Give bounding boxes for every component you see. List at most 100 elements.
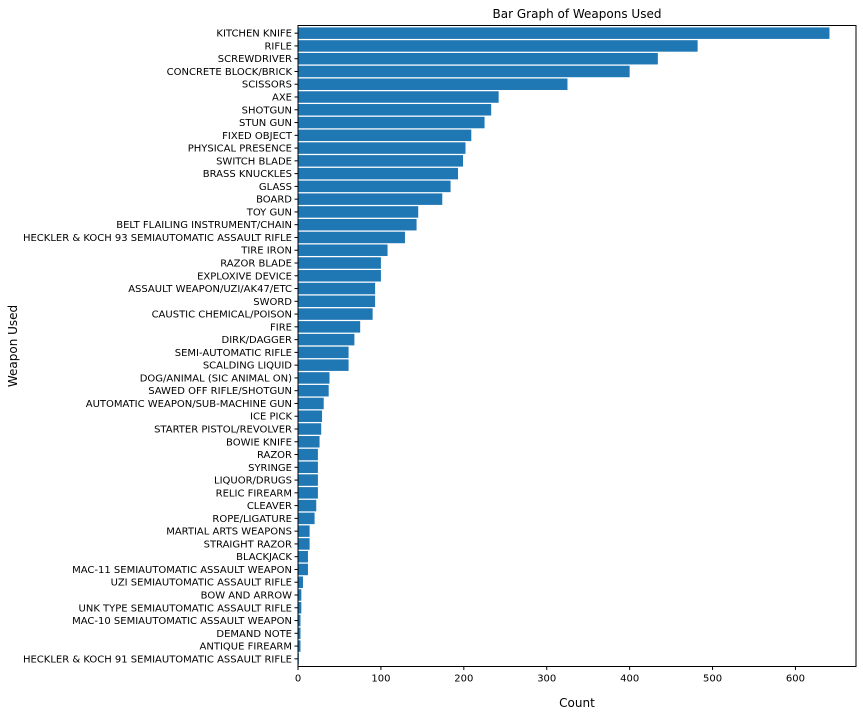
chart-title: Bar Graph of Weapons Used xyxy=(493,7,662,21)
y-tick-label: DEMAND NOTE xyxy=(216,629,292,640)
y-tick-label: RAZOR BLADE xyxy=(220,259,292,270)
bar xyxy=(298,372,330,384)
y-tick-label: CLEAVER xyxy=(247,501,292,512)
y-tick-label: GLASS xyxy=(259,182,292,193)
x-tick-label: 300 xyxy=(537,674,556,685)
y-tick-label: SCREWDRIVER xyxy=(218,54,292,65)
y-tick-label: BOW AND ARROW xyxy=(201,590,292,601)
y-tick-label: MAC-11 SEMIAUTOMATIC ASSAULT WEAPON xyxy=(72,565,292,576)
bar xyxy=(298,384,329,397)
y-tick-label: STRAIGHT RAZOR xyxy=(204,539,292,550)
y-tick-label: SWORD xyxy=(253,297,292,308)
bar xyxy=(298,104,492,116)
x-tick-label: 400 xyxy=(620,674,639,685)
x-tick-label: 600 xyxy=(786,674,805,685)
plot-frame xyxy=(297,25,857,667)
y-tick-label: MAC-10 SEMIAUTOMATIC ASSAULT WEAPON xyxy=(72,616,292,627)
bars-group xyxy=(298,27,830,665)
bar xyxy=(298,359,349,371)
y-tick-label: BRASS KNUCKLES xyxy=(203,169,292,180)
y-tick-label: SYRINGE xyxy=(248,463,292,474)
bar xyxy=(298,27,830,39)
bar xyxy=(298,614,301,627)
bar xyxy=(298,257,381,269)
y-tick-label: SWITCH BLADE xyxy=(216,156,292,167)
bar xyxy=(298,512,315,525)
y-tick-label: FIRE xyxy=(270,322,292,333)
bar xyxy=(298,155,463,167)
y-tick-label: RAZOR xyxy=(257,450,292,461)
bar xyxy=(298,436,320,448)
bar xyxy=(298,218,417,231)
bar xyxy=(298,576,303,588)
y-tick-label: HECKLER & KOCH 91 SEMIAUTOMATIC ASSAULT … xyxy=(23,654,292,665)
bar xyxy=(298,206,419,218)
y-tick-label: CAUSTIC CHEMICAL/POISON xyxy=(152,310,292,321)
y-tick-label: EXPLOXIVE DEVICE xyxy=(197,271,292,282)
y-tick-label: ANTIQUE FIREARM xyxy=(200,642,292,653)
y-tick-label: SEMI-AUTOMATIC RIFLE xyxy=(175,348,292,359)
y-tick-label: SAWED OFF RIFLE/SHOTGUN xyxy=(148,386,292,397)
x-ticks-group: 0 100 200 300 400 500 600 xyxy=(295,666,805,685)
bar xyxy=(298,627,301,640)
y-axis-label: Weapon Used xyxy=(6,305,20,387)
bar xyxy=(298,65,630,78)
y-tick-label: TIRE IRON xyxy=(240,246,292,257)
bar xyxy=(298,461,318,474)
bar xyxy=(298,270,381,282)
y-tick-label: HECKLER & KOCH 93 SEMIAUTOMATIC ASSAULT … xyxy=(23,233,292,244)
bar xyxy=(298,167,459,180)
y-tick-label: RIFLE xyxy=(264,41,292,52)
bar xyxy=(298,116,485,129)
y-tick-label: ICE PICK xyxy=(250,412,292,423)
x-tick-label: 500 xyxy=(703,674,722,685)
y-tick-label: LIQUOR/DRUGS xyxy=(214,476,292,487)
y-tick-label: TOY GUN xyxy=(246,207,292,218)
bar xyxy=(298,295,376,308)
y-tick-label: SCISSORS xyxy=(242,80,292,91)
y-tick-label: BOARD xyxy=(256,195,292,206)
bar xyxy=(298,142,466,154)
bar xyxy=(298,487,318,499)
y-tick-label: SCALDING LIQUID xyxy=(203,361,292,372)
bar xyxy=(298,52,658,65)
bar xyxy=(298,244,388,256)
bar xyxy=(298,321,361,333)
bar xyxy=(298,525,310,537)
y-tick-label: MARTIAL ARTS WEAPONS xyxy=(166,527,292,538)
y-tick-label: BLACKJACK xyxy=(236,552,292,563)
bar xyxy=(298,231,405,244)
y-tick-label: PHYSICAL PRESENCE xyxy=(188,144,292,155)
bar xyxy=(298,538,310,550)
bar xyxy=(298,448,318,461)
bar xyxy=(298,346,349,359)
y-tick-label: STUN GUN xyxy=(239,118,292,129)
bar xyxy=(298,40,698,52)
y-tick-label: STARTER PISTOL/REVOLVER xyxy=(154,424,292,435)
bar xyxy=(298,333,355,346)
y-tick-label: ASSAULT WEAPON/UZI/AK47/ETC xyxy=(128,284,292,295)
bar xyxy=(298,91,499,103)
y-tick-label: FIXED OBJECT xyxy=(222,131,293,142)
x-axis-label: Count xyxy=(559,696,595,710)
bar xyxy=(298,78,568,90)
x-tick-label: 200 xyxy=(454,674,473,685)
x-tick-label: 0 xyxy=(295,674,301,685)
y-tick-label: RELIC FIREARM xyxy=(216,488,292,499)
bar xyxy=(298,193,443,205)
y-tick-label: AUTOMATIC WEAPON/SUB-MACHINE GUN xyxy=(86,399,292,410)
y-tick-label: UNK TYPE SEMIAUTOMATIC ASSAULT RIFLE xyxy=(79,603,292,614)
bar xyxy=(298,550,308,563)
bar xyxy=(298,602,302,614)
y-tick-label: BELT FLAILING INSTRUMENT/CHAIN xyxy=(116,220,292,231)
bar xyxy=(298,308,373,320)
bar xyxy=(298,499,317,512)
bar xyxy=(298,474,318,486)
y-tick-label: SHOTGUN xyxy=(242,105,292,116)
bar xyxy=(298,410,323,422)
bar xyxy=(298,282,376,295)
y-tick-label: CONCRETE BLOCK/BRICK xyxy=(167,67,293,78)
bar xyxy=(298,640,301,652)
